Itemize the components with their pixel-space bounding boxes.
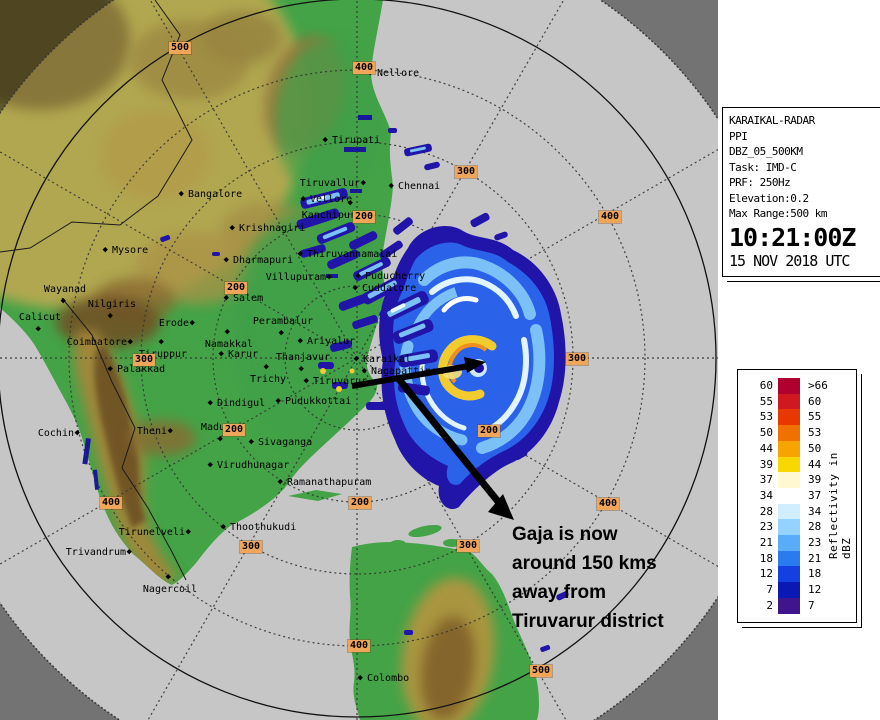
scan-time: 10:21:00Z: [729, 222, 856, 252]
legend-grid: 60 >66 55 60 53 55 50 53 44 50 39 44 37 39 34 37 28 34 23 2…: [742, 378, 840, 614]
radar-map: [0, 0, 718, 720]
legend-color-swatch: [778, 550, 800, 567]
legend-low-label: 53: [759, 410, 773, 424]
legend-high-label: 55: [808, 410, 822, 424]
legend-high-label: 44: [808, 457, 822, 471]
legend-high-label: 34: [808, 504, 822, 518]
legend-low-label: 28: [759, 504, 773, 518]
legend-high-label: 53: [808, 426, 822, 440]
legend-low-label: 7: [766, 583, 773, 597]
legend-high-label: 37: [808, 488, 822, 502]
legend-color-swatch: [778, 566, 800, 583]
legend-high-label: 7: [808, 598, 815, 612]
legend-high-label: >66: [808, 379, 828, 392]
cyclone-annotation: Gaja is now around 150 kms away from Tiruva…: [512, 520, 664, 636]
radar-info-line: PRF: 250Hz: [729, 176, 791, 189]
legend-high-label: 28: [808, 520, 822, 534]
radar-info-line: KARAIKAL-RADAR: [729, 114, 815, 127]
legend-high-label: 50: [808, 441, 822, 455]
legend-high-label: 60: [808, 394, 822, 408]
legend-high-label: 12: [808, 583, 822, 597]
legend-low-label: 23: [759, 520, 773, 534]
radar-map-canvas: [0, 0, 718, 720]
right-panel-strip: KARAIKAL-RADAR PPI DBZ_05_500KM Task: IMD-C…: [718, 0, 880, 720]
legend-color-swatch: [778, 456, 800, 473]
water-bodies: [82, 115, 372, 490]
legend-color-swatch: [778, 393, 800, 410]
legend-low-label: 21: [759, 536, 773, 550]
radar-info-line: DBZ_05_500KM: [729, 145, 803, 158]
legend-low-label: 12: [759, 567, 773, 581]
legend-color-swatch: [778, 597, 800, 614]
legend-low-label: 60: [759, 379, 773, 392]
annotation-line: Gaja is now: [512, 524, 618, 545]
legend-low-label: 2: [766, 598, 773, 612]
max-range-ring: [0, 0, 717, 718]
legend-high-label: 39: [808, 473, 822, 487]
scan-date: 15 NOV 2018 UTC: [729, 251, 850, 270]
legend-color-swatch: [778, 487, 800, 504]
legend-color-swatch: [778, 519, 800, 536]
legend-color-swatch: [778, 440, 800, 457]
radar-echo-bands: [160, 128, 569, 652]
legend-color-swatch: [778, 503, 800, 520]
legend-title: Reflectivity in dBZ: [827, 452, 853, 559]
annotation-line: around 150 kms: [512, 553, 657, 574]
legend-low-label: 44: [759, 441, 773, 455]
annotation-line: away from: [512, 582, 606, 603]
radar-info-lines: KARAIKAL-RADAR PPI DBZ_05_500KM Task: IMD-C…: [729, 113, 879, 222]
legend-low-label: 55: [759, 394, 773, 408]
legend-high-label: 18: [808, 567, 822, 581]
radar-info-line: PPI: [729, 129, 748, 143]
legend-color-swatch: [778, 425, 800, 441]
legend-color-swatch: [778, 472, 800, 488]
legend-low-label: 34: [759, 488, 773, 502]
radar-info-line: Max Range:500 km: [729, 207, 827, 220]
legend-low-label: 37: [759, 473, 773, 487]
legend-color-swatch: [778, 409, 800, 426]
radar-info-line: Task: IMD-C: [729, 160, 797, 174]
radar-info-line: Elevation:0.2: [729, 191, 809, 205]
legend-low-label: 18: [759, 551, 773, 565]
legend-color-swatch: [778, 378, 800, 394]
legend-color-swatch: [778, 535, 800, 551]
annotation-line: Tiruvarur district: [512, 611, 664, 632]
reflectivity-legend: 60 >66 55 60 53 55 50 53 44 50 39 44 37 39 34 37 28 34 23 2…: [737, 369, 857, 623]
legend-high-label: 23: [808, 536, 822, 550]
legend-color-swatch: [778, 582, 800, 598]
radar-info-panel: KARAIKAL-RADAR PPI DBZ_05_500KM Task: IMD-C…: [722, 107, 880, 277]
legend-low-label: 50: [759, 426, 773, 440]
legend-high-label: 21: [808, 551, 822, 565]
legend-low-label: 39: [759, 457, 773, 471]
